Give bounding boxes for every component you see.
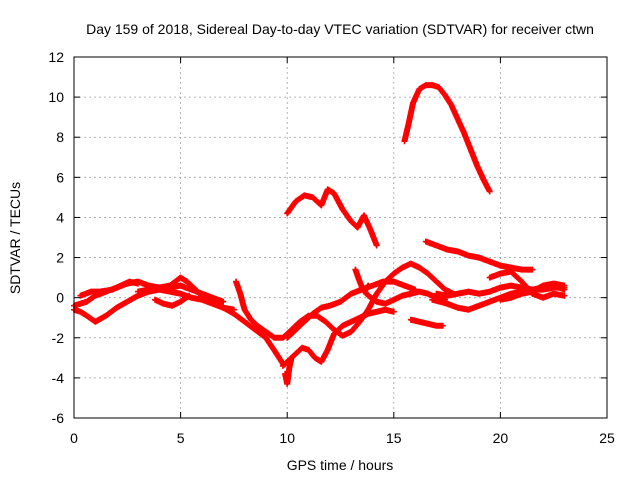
y-tick-label: -4	[52, 370, 65, 386]
y-tick-label: 4	[56, 209, 64, 225]
series-arc-18	[497, 280, 568, 303]
series-arc-19	[352, 266, 372, 295]
series-arc-11	[401, 82, 493, 195]
y-tick-label: -2	[52, 330, 65, 346]
data-marks-arc-19	[352, 266, 372, 295]
data-marks-arc-3	[77, 278, 141, 299]
data-marks-arc-18	[497, 280, 568, 303]
data-layer	[71, 82, 568, 387]
axis-ticks: 0 5 10 15 20 25 -6 -4 -2 0 2 4 6 8 10 12	[48, 49, 615, 446]
series-arc-12	[422, 238, 536, 273]
data-marks-arc-4	[135, 286, 237, 313]
series-arc-3	[77, 278, 141, 299]
y-tick-label: 12	[48, 49, 64, 65]
series-arc-14	[407, 316, 446, 329]
y-tick-label: -6	[52, 410, 65, 426]
data-marks-arc-12	[422, 238, 536, 273]
x-tick-label: 10	[279, 430, 295, 446]
x-tick-label: 15	[386, 430, 402, 446]
y-tick-label: 8	[56, 129, 64, 145]
chart-title: Day 159 of 2018, Sidereal Day-to-day VTE…	[86, 21, 594, 37]
data-marks-arc-5	[152, 292, 193, 309]
plot-frame	[73, 56, 608, 419]
y-tick-label: 10	[48, 89, 64, 105]
series-arc-5	[152, 292, 193, 309]
data-marks-arc-11	[401, 82, 493, 195]
y-tick-label: 2	[56, 250, 64, 266]
y-tick-label: 6	[56, 169, 64, 185]
y-axis-title: SDTVAR / TECUs	[7, 182, 23, 294]
data-marks-arc-10	[284, 186, 380, 249]
series-arc-4	[135, 286, 237, 313]
data-marks-arc-9	[282, 354, 295, 387]
x-tick-label: 0	[70, 430, 78, 446]
y-tick-label: 0	[56, 290, 64, 306]
data-marks-arc-7	[279, 306, 397, 369]
grid	[74, 57, 607, 418]
series-arc-9	[282, 354, 295, 387]
x-tick-label: 20	[493, 430, 509, 446]
x-axis-title: GPS time / hours	[287, 457, 394, 473]
x-tick-label: 25	[599, 430, 615, 446]
data-marks-arc-14	[407, 316, 446, 329]
series-arc-7	[279, 306, 397, 369]
series-arc-10	[284, 186, 380, 249]
x-tick-label: 5	[177, 430, 185, 446]
